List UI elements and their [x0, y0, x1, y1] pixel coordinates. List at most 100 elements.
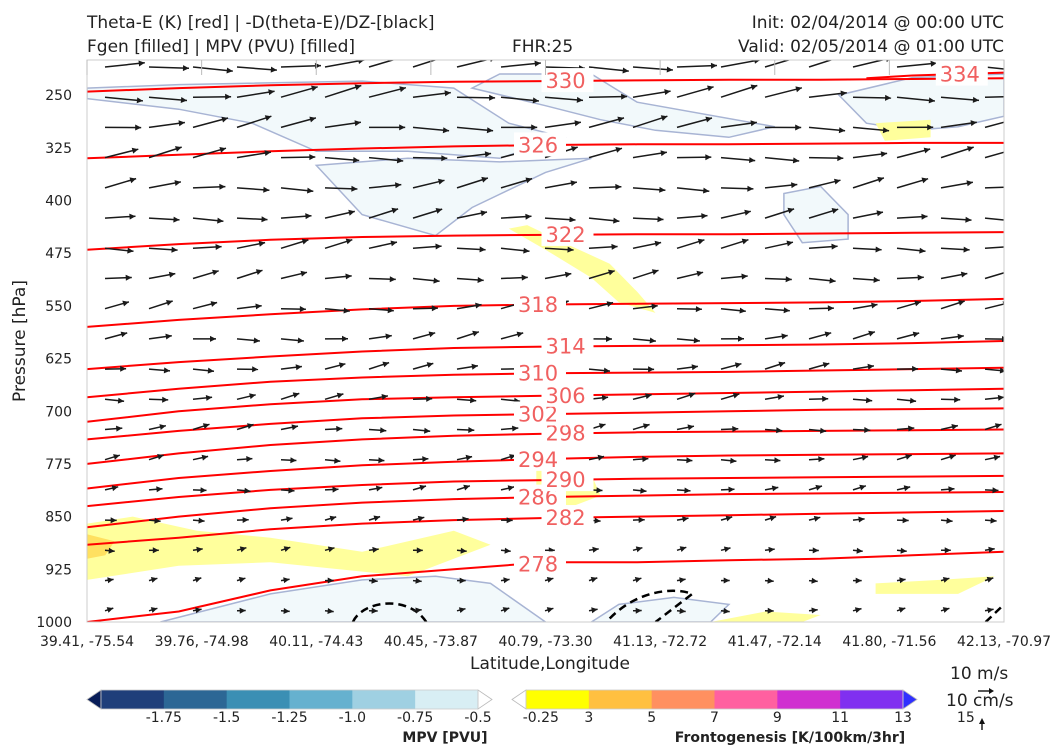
wind-arrow-head	[822, 395, 829, 402]
wind-arrow-head	[811, 577, 818, 584]
wind-arrow-head	[399, 124, 406, 131]
wind-arrow-head	[531, 124, 538, 131]
wind-arrow-head	[156, 486, 163, 493]
y-tick-label: 775	[45, 457, 72, 473]
wind-arrow-head	[458, 607, 466, 613]
wind-arrow	[720, 84, 758, 98]
wind-arrow-head	[738, 335, 744, 342]
x-axis-ticks: 39.41, -75.54 39.76, -74.98 40.11, -74.43 4…	[40, 60, 1050, 650]
wind-arrow-head	[966, 180, 973, 187]
wind-arrow-head	[255, 269, 263, 275]
wind-arrow-head	[747, 185, 754, 192]
wind-arrow	[412, 126, 450, 132]
wind-arrow	[676, 117, 713, 129]
wind-arrow-head	[955, 367, 962, 374]
wind-arrow-head	[516, 331, 524, 338]
wind-arrow-head	[239, 607, 246, 614]
wind-arrow-head	[792, 157, 800, 164]
shaded-region	[837, 73, 1004, 132]
wind-arrow-head	[463, 484, 470, 491]
wind-arrow-head	[613, 217, 620, 224]
colorbar-tick-label: 5	[647, 710, 656, 726]
wind-arrow-head	[944, 547, 951, 554]
colorbar-extend	[902, 689, 918, 710]
wind-arrow-head	[777, 394, 784, 400]
shaded-region	[783, 185, 849, 244]
wind-arrow-head	[660, 115, 668, 121]
colorbar-segment	[226, 690, 290, 709]
wind-arrow-head	[477, 277, 484, 283]
wind-arrow-head	[744, 209, 751, 216]
contour-labels: 2782822862902942983023063103143183223263…	[513, 61, 988, 576]
wind-arrow-head	[818, 456, 825, 463]
wind-arrow-head	[244, 487, 251, 494]
y-tick-label: 550	[45, 299, 72, 315]
wind-arrow-head	[258, 240, 266, 247]
wind-arrow-head	[438, 178, 445, 185]
wind-arrow-head	[431, 305, 438, 312]
title-line-2: Fgen [filled] | MPV (PVU) [filled]	[87, 37, 356, 57]
wind-arrow-head	[900, 547, 907, 554]
y-axis-ticks: 250 325 400 475 550 625 700 775 850 925 1000	[36, 88, 72, 631]
wind-arrow-head	[261, 216, 268, 223]
wind-arrow-head	[640, 487, 647, 494]
wind-arrow-head	[157, 454, 164, 460]
wind-arrow-head	[687, 424, 694, 431]
wind-arrow-head	[679, 577, 686, 584]
wind-arrow-head	[611, 243, 618, 250]
contour-label-bg	[541, 505, 594, 530]
wind-arrow-head	[886, 60, 890, 63]
wind-arrow-head	[783, 307, 790, 314]
wind-arrow-head	[824, 331, 832, 338]
wind-arrow-head	[489, 94, 496, 101]
wind-arrow-head	[292, 392, 300, 399]
wind-arrow-head	[664, 89, 671, 95]
wind-arrow-head	[525, 213, 532, 220]
wind-arrow-head	[283, 546, 291, 552]
wind-arrow-head	[657, 216, 664, 223]
wind-arrow-head	[442, 127, 450, 134]
wind-arrow	[808, 126, 846, 132]
wind-arrow-head	[912, 331, 920, 338]
wind-arrow-head	[960, 271, 968, 278]
colorbar-segment	[163, 690, 228, 709]
wind-arrow	[852, 60, 886, 68]
wind-arrow-head	[371, 577, 378, 584]
forecast-hour: FHR:25	[512, 37, 574, 57]
wind-arrow-head	[468, 427, 475, 433]
x-tick-label: 39.76, -74.98	[155, 634, 249, 650]
wind-arrow-head	[354, 84, 362, 91]
wind-arrow-head	[596, 487, 603, 494]
wind-arrow-head	[249, 393, 256, 400]
wind-arrow-head	[225, 93, 232, 100]
wind-arrow-head	[441, 155, 448, 162]
wind-arrow	[676, 64, 718, 68]
wind-arrow-head	[686, 457, 693, 464]
x-tick-label: 39.41, -75.54	[40, 634, 134, 650]
wind-arrow	[720, 60, 761, 68]
fgen-colorbar-label: Frontogenesis [K/100km/3hr]	[675, 730, 905, 746]
wind-arrow-head	[444, 90, 451, 97]
wind-arrow-head	[106, 607, 114, 613]
wind-arrow	[368, 86, 407, 98]
wind-arrow-head	[749, 157, 756, 163]
wind-arrow-head	[283, 577, 290, 584]
wind-arrow-head	[877, 176, 884, 183]
wind-arrow-head	[837, 155, 844, 162]
wind-arrow-head	[917, 274, 924, 281]
colorbar-extend	[86, 689, 102, 710]
wind-arrow-head	[159, 424, 166, 430]
wind-arrow-head	[567, 246, 574, 253]
wind-arrow-head	[171, 246, 178, 253]
contour-label: 306	[546, 384, 586, 408]
wind-arrow-head	[684, 487, 691, 494]
wind-arrow-head	[116, 425, 123, 432]
wind-arrow-head	[908, 425, 915, 432]
wind-arrow-head	[948, 486, 955, 493]
wind-arrow-head	[239, 546, 247, 553]
wind-arrow	[280, 117, 317, 129]
wind-arrow-head	[781, 333, 788, 340]
contour-label-bg	[513, 551, 566, 576]
wind-arrow-head	[705, 154, 712, 161]
